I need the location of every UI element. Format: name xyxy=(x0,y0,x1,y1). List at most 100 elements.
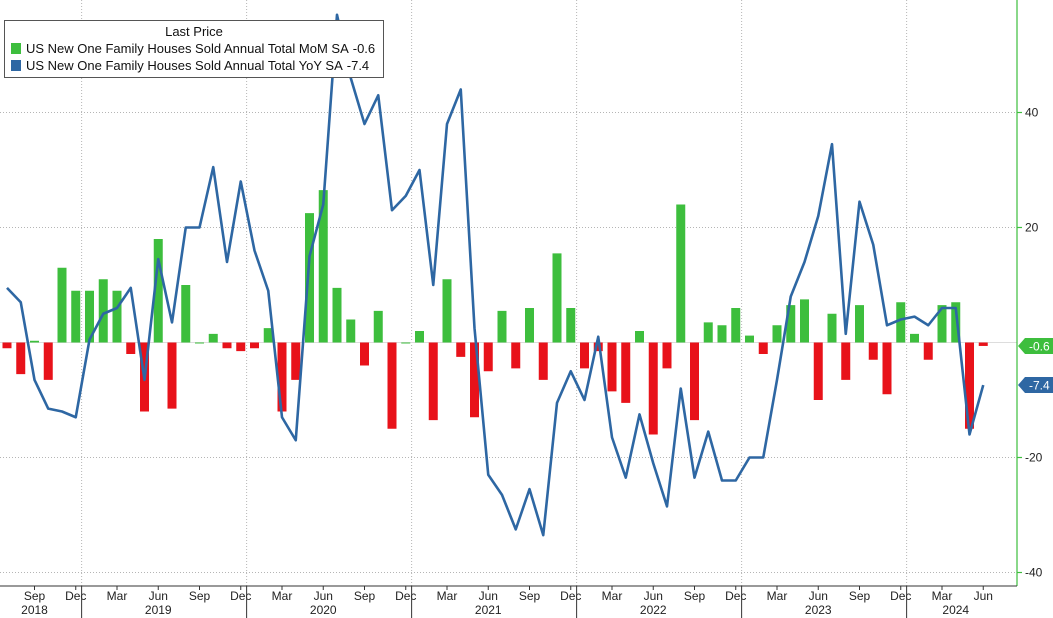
bar-mom-41 xyxy=(566,308,576,343)
bar-mom-26 xyxy=(360,342,369,366)
bar-mom-62 xyxy=(855,305,864,343)
x-month-label: Mar xyxy=(272,589,293,603)
bar-mom-52 xyxy=(717,325,727,343)
bar-mom-18 xyxy=(250,342,259,349)
bar-mom-69 xyxy=(951,302,961,343)
y-tick-label: -20 xyxy=(1025,451,1043,465)
x-month-label: Jun xyxy=(644,589,663,603)
bar-mom-71 xyxy=(978,342,988,346)
bar-mom-37 xyxy=(511,342,521,369)
bar-mom-22 xyxy=(305,213,314,343)
bar-mom-24 xyxy=(332,287,342,343)
flag-label: -7.4 xyxy=(1029,379,1050,393)
legend-swatch-blue xyxy=(11,60,21,71)
bar-mom-47 xyxy=(648,342,658,435)
bar-mom-57 xyxy=(786,305,796,343)
legend-value-mom: -0.6 xyxy=(352,41,376,56)
x-year-label: 2023 xyxy=(805,603,832,617)
last-value-flag-mom: -0.6 xyxy=(1018,337,1053,354)
x-year-label: 2020 xyxy=(310,603,337,617)
bar-mom-31 xyxy=(428,342,438,421)
flag-shape xyxy=(1018,377,1053,394)
bar-mom-20 xyxy=(277,342,287,412)
legend-title: Last Price xyxy=(165,24,223,39)
line-yoy xyxy=(6,13,985,537)
bar-mom-34 xyxy=(470,342,479,418)
bar-mom-25 xyxy=(346,319,356,343)
flag-shape xyxy=(1018,337,1053,354)
bar-mom-58 xyxy=(800,299,809,343)
bar-mom-42 xyxy=(580,342,589,369)
y-tick-label: -40 xyxy=(1025,566,1043,580)
bar-mom-59 xyxy=(813,342,823,400)
bar-mom-16 xyxy=(222,342,232,349)
x-month-label: Sep xyxy=(849,589,871,603)
y-tick-label: 20 xyxy=(1025,221,1039,235)
bar-mom-8 xyxy=(112,290,122,343)
x-month-label: Dec xyxy=(230,589,251,603)
x-month-label: Sep xyxy=(519,589,541,603)
bar-mom-63 xyxy=(868,342,878,360)
bar-mom-66 xyxy=(910,333,919,343)
x-month-label: Mar xyxy=(107,589,128,603)
x-month-label: Dec xyxy=(395,589,416,603)
x-month-label: Dec xyxy=(65,589,86,603)
bar-mom-15 xyxy=(208,333,218,343)
bar-mom-70 xyxy=(965,342,974,429)
bar-mom-65 xyxy=(896,302,906,343)
legend-box: Last Price US New One Family Houses Sold… xyxy=(4,20,384,78)
x-month-label: Sep xyxy=(354,589,376,603)
x-year-label: 2024 xyxy=(942,603,969,617)
legend-value-yoy: -7.4 xyxy=(346,58,370,73)
bar-mom-21 xyxy=(291,342,301,380)
bar-mom-38 xyxy=(525,308,534,343)
y-tick-label: 40 xyxy=(1025,106,1039,120)
legend-label-yoy: US New One Family Houses Sold Annual Tot… xyxy=(26,58,343,73)
x-month-label: Dec xyxy=(560,589,581,603)
bar-mom-64 xyxy=(882,342,892,395)
bar-mom-51 xyxy=(703,322,713,343)
x-year-label: 2019 xyxy=(145,603,172,617)
legend-entry-mom: US New One Family Houses Sold Annual Tot… xyxy=(11,41,375,56)
bar-mom-28 xyxy=(387,342,397,429)
bar-mom-23 xyxy=(318,190,328,343)
bar-mom-0 xyxy=(2,342,12,349)
bar-mom-35 xyxy=(483,342,493,372)
bar-mom-5 xyxy=(71,290,81,343)
bar-mom-1 xyxy=(16,342,26,375)
bar-mom-46 xyxy=(635,331,644,343)
x-month-label: Dec xyxy=(890,589,911,603)
x-month-label: Sep xyxy=(24,589,46,603)
bar-mom-45 xyxy=(621,342,631,403)
bar-mom-60 xyxy=(827,313,837,343)
x-year-label: 2022 xyxy=(640,603,667,617)
x-month-label: Mar xyxy=(932,589,953,603)
bar-mom-2 xyxy=(30,340,39,343)
bar-mom-12 xyxy=(167,342,177,409)
bar-mom-14 xyxy=(195,342,204,344)
x-month-label: Jun xyxy=(809,589,828,603)
bar-mom-19 xyxy=(263,328,273,343)
bar-mom-17 xyxy=(236,342,246,352)
bar-mom-11 xyxy=(153,239,163,343)
x-month-label: Sep xyxy=(189,589,211,603)
last-value-flag-yoy: -7.4 xyxy=(1018,377,1053,394)
legend-entry-yoy: US New One Family Houses Sold Annual Tot… xyxy=(11,58,369,73)
bar-mom-13 xyxy=(181,285,191,343)
x-month-label: Mar xyxy=(437,589,458,603)
bar-mom-39 xyxy=(538,342,548,380)
bar-mom-7 xyxy=(98,279,108,343)
bar-mom-53 xyxy=(731,308,741,343)
bar-mom-61 xyxy=(841,342,851,380)
bar-mom-32 xyxy=(442,279,452,343)
bar-mom-27 xyxy=(373,310,383,343)
bar-mom-43 xyxy=(593,342,603,352)
bar-mom-33 xyxy=(456,342,466,357)
bar-mom-68 xyxy=(937,305,947,343)
bar-mom-30 xyxy=(415,331,424,343)
bar-mom-49 xyxy=(676,204,686,343)
x-month-label: Jun xyxy=(479,589,498,603)
bar-mom-36 xyxy=(497,310,507,343)
x-month-label: Mar xyxy=(767,589,788,603)
